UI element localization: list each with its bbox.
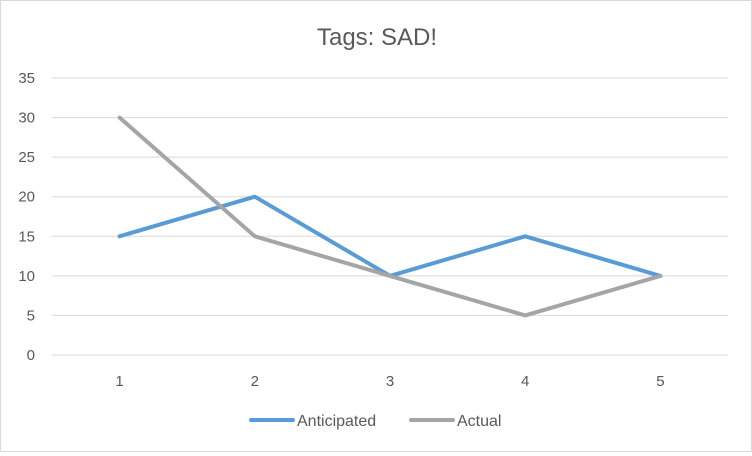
gridlines — [52, 78, 728, 355]
x-axis: 1 2 3 4 5 — [115, 373, 664, 390]
series-line-actual — [120, 118, 661, 316]
legend-label: Actual — [457, 413, 501, 430]
chart-title: Tags: SAD! — [317, 24, 437, 51]
y-tick-label: 15 — [18, 228, 35, 245]
y-tick-label: 35 — [18, 70, 35, 87]
x-tick-label: 2 — [251, 373, 259, 390]
legend: Anticipated Actual — [251, 413, 501, 430]
series-lines — [120, 117, 661, 315]
x-tick-label: 1 — [115, 373, 123, 390]
x-tick-label: 5 — [656, 373, 664, 390]
y-tick-label: 25 — [18, 149, 35, 166]
y-axis: 0 5 10 15 20 25 30 35 — [18, 70, 35, 364]
y-tick-label: 5 — [27, 307, 35, 324]
x-tick-label: 3 — [386, 373, 394, 390]
y-tick-label: 20 — [18, 189, 35, 206]
y-tick-label: 10 — [18, 268, 35, 285]
x-tick-label: 4 — [521, 373, 529, 390]
y-tick-label: 0 — [27, 347, 35, 364]
y-tick-label: 30 — [18, 110, 35, 127]
legend-label: Anticipated — [297, 413, 376, 430]
